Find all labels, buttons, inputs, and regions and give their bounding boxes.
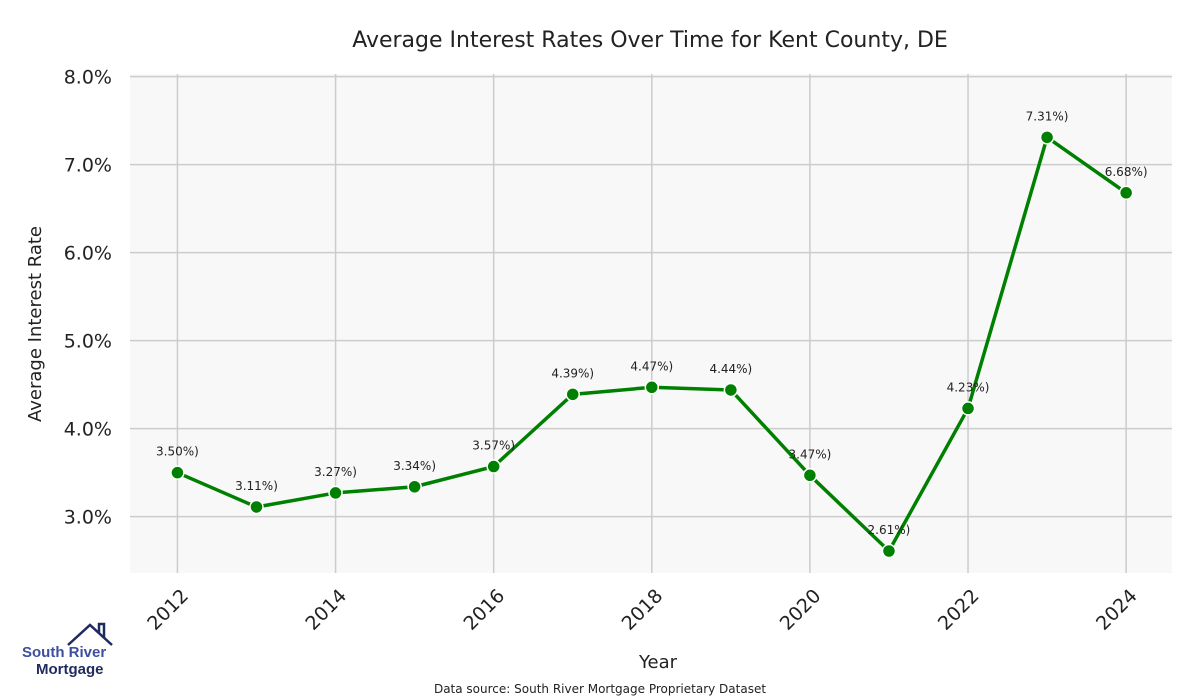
data-label: 3.27%) — [314, 465, 357, 479]
data-label: 3.47%) — [789, 447, 832, 461]
logo-text-line2: Mortgage — [36, 661, 104, 678]
data-label: 7.31%) — [1026, 109, 1069, 123]
south-river-mortgage-logo: South River Mortgage — [22, 620, 122, 680]
data-point — [565, 387, 580, 402]
data-label: 3.11%) — [235, 479, 278, 493]
x-tick-label: 2012 — [143, 585, 193, 635]
y-tick-label: 5.0% — [64, 331, 112, 353]
data-label: 4.47%) — [630, 359, 673, 373]
data-label: 3.50%) — [156, 445, 199, 459]
plot-area — [130, 74, 1172, 573]
data-label: 6.68%) — [1105, 165, 1148, 179]
data-point — [407, 479, 422, 495]
chart-title: Average Interest Rates Over Time for Ken… — [352, 28, 948, 53]
data-point — [328, 485, 343, 501]
data-point — [170, 465, 185, 480]
data-point — [644, 380, 660, 395]
data-label: 4.44%) — [709, 362, 752, 376]
x-tick-label: 2014 — [301, 585, 351, 635]
data-point — [1039, 130, 1055, 145]
data-label: 2.61%) — [868, 523, 911, 537]
data-source-note: Data source: South River Mortgage Propri… — [434, 682, 766, 696]
logo-text-line1: South River — [22, 644, 107, 661]
data-point — [723, 382, 739, 398]
data-label: 3.57%) — [472, 439, 515, 453]
data-label: 3.34%) — [393, 459, 436, 473]
y-tick-label: 4.0% — [64, 419, 112, 441]
y-axis-label: Average Interest Rate — [25, 226, 46, 422]
data-point — [1118, 185, 1134, 201]
data-label: 4.23%) — [947, 380, 990, 394]
x-tick-label: 2020 — [776, 585, 826, 635]
data-point — [249, 499, 264, 515]
x-axis-label: Year — [638, 652, 678, 673]
x-tick-label: 2016 — [459, 585, 509, 635]
data-point — [960, 401, 976, 416]
data-point — [881, 543, 897, 559]
y-tick-label: 6.0% — [64, 243, 112, 265]
x-tick-label: 2018 — [618, 585, 668, 635]
y-tick-label: 3.0% — [64, 507, 112, 529]
y-tick-label: 7.0% — [64, 155, 112, 177]
grid — [130, 74, 1172, 573]
data-point — [486, 459, 501, 474]
data-point — [802, 468, 818, 483]
house-roof-icon — [67, 622, 113, 646]
y-tick-label: 8.0% — [64, 67, 112, 89]
data-label: 4.39%) — [551, 366, 594, 380]
x-tick-label: 2022 — [934, 585, 984, 635]
x-tick-label: 2024 — [1092, 585, 1142, 635]
